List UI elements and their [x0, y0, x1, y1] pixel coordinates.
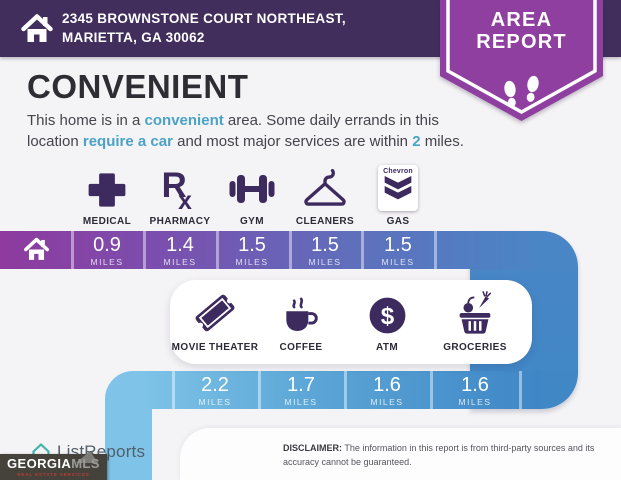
- disclaimer: DISCLAIMER: The information in this repo…: [283, 442, 601, 469]
- service-label: MOVIE THEATER: [171, 342, 259, 353]
- bar-divider: [216, 231, 219, 269]
- disclaimer-text: The information in this report is from t…: [283, 443, 595, 467]
- rx-icon: R x: [162, 166, 193, 211]
- service-gas: Chevron GAS: [350, 161, 446, 227]
- distance-value: 1.5: [238, 234, 266, 256]
- distance-unit: MILES: [458, 397, 492, 407]
- service-atm: $ ATM: [339, 287, 435, 353]
- service-label: PHARMACY: [149, 216, 211, 227]
- bar-divider: [430, 371, 433, 409]
- service-label: ATM: [375, 342, 399, 353]
- distance-atm: 1.6 MILES: [344, 374, 430, 408]
- service-gym: GYM: [204, 161, 300, 227]
- distance-unit: MILES: [381, 257, 415, 267]
- badge-line1: AREA: [490, 9, 553, 31]
- chevron-brand-text: Chevron: [383, 168, 413, 175]
- distance-groceries: 1.6 MILES: [432, 374, 518, 408]
- bar-divider: [172, 371, 175, 409]
- distance-value: 1.5: [384, 234, 412, 256]
- badge-title: AREA REPORT: [440, 9, 603, 54]
- summary-accent-miles: 2: [412, 133, 421, 151]
- service-pharmacy: R x PHARMACY: [132, 161, 228, 227]
- bar-divider: [344, 371, 347, 409]
- area-report-badge: [440, 0, 603, 121]
- service-label: CLEANERS: [295, 216, 355, 227]
- bar-divider: [258, 371, 261, 409]
- distance-value: 1.7: [287, 374, 315, 396]
- page-title: CONVENIENT: [27, 68, 249, 105]
- disclaimer-label: DISCLAIMER:: [283, 443, 342, 453]
- service-movie-theater: MOVIE THEATER: [167, 287, 263, 353]
- home-marker-icon: [23, 237, 50, 260]
- service-label: COFFEE: [279, 342, 323, 353]
- georgiamls-wordmark-mls: MLS: [71, 456, 100, 471]
- service-cleaners: CLEANERS: [277, 161, 373, 227]
- footprints-icon: [504, 75, 539, 107]
- distance-value: 2.2: [201, 374, 229, 396]
- summary-paragraph: This home is in a convenient area. Some …: [27, 110, 489, 153]
- bar-divider: [289, 231, 292, 269]
- bar-divider: [361, 231, 364, 269]
- coffee-cup-icon: [286, 297, 318, 331]
- distance-value: 1.6: [373, 374, 401, 396]
- georgiamls-tagline: REAL ESTATE SERVICES: [17, 471, 90, 477]
- summary-accent-car: require a car: [82, 133, 173, 151]
- summary-text: This home is in a: [27, 112, 145, 129]
- service-label: GROCERIES: [443, 342, 507, 353]
- distance-gas: 1.5 MILES: [355, 234, 441, 268]
- summary-text: area. Some daily errands in this locatio…: [27, 112, 439, 151]
- distance-movie-theater: 2.2 MILES: [172, 374, 258, 408]
- summary-text: miles.: [420, 133, 464, 151]
- badge-line2: REPORT: [476, 31, 567, 54]
- home-icon: [21, 14, 53, 42]
- distance-medical: 0.9 MILES: [64, 234, 150, 268]
- service-coffee: COFFEE: [253, 287, 349, 353]
- distance-value: 0.9: [93, 234, 121, 256]
- summary-accent-convenient: convenient: [144, 112, 224, 129]
- distance-unit: MILES: [370, 397, 404, 407]
- distance-bar-row1: [0, 231, 540, 269]
- property-address: 2345 BROWNSTONE COURT NORTHEAST, MARIETT…: [62, 11, 346, 45]
- distance-pharmacy: 1.4 MILES: [137, 234, 223, 268]
- distance-bar-row2: [138, 371, 540, 409]
- distance-value: 1.6: [461, 374, 489, 396]
- footer-panel: [180, 428, 621, 480]
- distance-gym: 1.5 MILES: [209, 234, 295, 268]
- bar-divider: [519, 371, 522, 409]
- summary-text: and most major services are within: [172, 133, 413, 151]
- distance-unit: MILES: [90, 257, 124, 267]
- svg-text:x: x: [178, 188, 192, 211]
- distance-value: 1.5: [311, 234, 339, 256]
- mountain-icon: [75, 451, 98, 463]
- distance-unit: MILES: [284, 397, 318, 407]
- service-medical: MEDICAL: [59, 161, 155, 227]
- service-label: GYM: [240, 216, 264, 227]
- georgia-mls-logo: GEORGIA MLS REAL ESTATE SERVICES: [0, 451, 107, 480]
- distance-unit: MILES: [163, 257, 197, 267]
- service-label: MEDICAL: [82, 216, 132, 227]
- georgiamls-wordmark-georgia: GEORGIA: [7, 456, 72, 471]
- atm-dollar-icon: $: [369, 297, 405, 334]
- hanger-icon: [304, 169, 346, 206]
- chevron-stripes-icon: [384, 176, 412, 200]
- dollar-sign: $: [380, 303, 394, 330]
- bar-divider: [143, 231, 146, 269]
- distance-cleaners: 1.5 MILES: [282, 234, 368, 268]
- distance-unit: MILES: [198, 397, 232, 407]
- svg-text:R: R: [162, 166, 187, 205]
- bar-divider: [71, 231, 74, 269]
- distance-coffee: 1.7 MILES: [258, 374, 344, 408]
- distance-unit: MILES: [235, 257, 269, 267]
- chevron-logo-icon: Chevron: [378, 165, 418, 211]
- distance-unit: MILES: [308, 257, 342, 267]
- dumbbell-icon: [229, 175, 275, 203]
- bar-divider: [434, 231, 437, 269]
- service-groceries: GROCERIES: [427, 287, 523, 353]
- grocery-basket-icon: [459, 291, 492, 334]
- service-label: GAS: [386, 216, 410, 227]
- medical-cross-icon: [88, 173, 126, 207]
- distance-value: 1.4: [166, 234, 194, 256]
- movie-ticket-icon: [195, 294, 235, 332]
